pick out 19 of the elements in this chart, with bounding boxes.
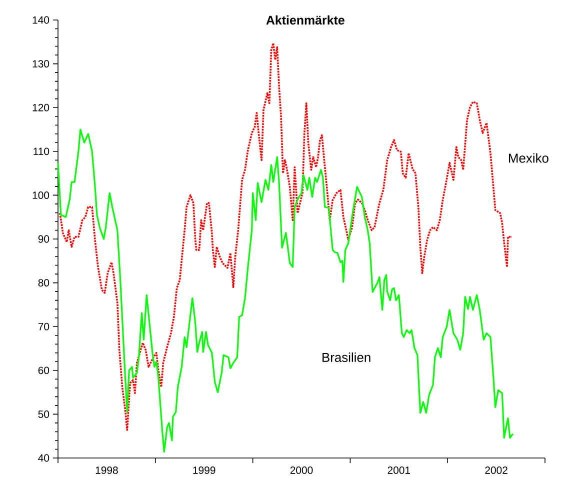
y-tick-label: 140 (32, 16, 50, 24)
y-tick-label: 70 (38, 322, 50, 330)
x-tick-label: 2000 (290, 466, 313, 474)
y-tick-label: 90 (38, 235, 50, 243)
y-tick-label: 110 (34, 148, 50, 156)
text: Brasilien (322, 352, 370, 362)
series-label: Mexiko (508, 153, 548, 163)
y-tick-label: 50 (38, 410, 50, 418)
x-tick-label: 2002 (485, 466, 508, 474)
y-tick-label: 60 (38, 366, 50, 374)
x-tick-label: 1998 (96, 466, 118, 474)
y-tick-label: 80 (38, 279, 50, 287)
y-tick-label: 130 (32, 60, 50, 68)
chart-title: Aktienmärkte (266, 15, 344, 25)
y-tick-label: 100 (32, 192, 50, 199)
y-tick-label: 120 (32, 104, 50, 112)
y-tick-label: 40 (38, 454, 50, 462)
x-tick-label: 2001 (388, 466, 410, 474)
x-tick-label: 1999 (193, 466, 216, 474)
